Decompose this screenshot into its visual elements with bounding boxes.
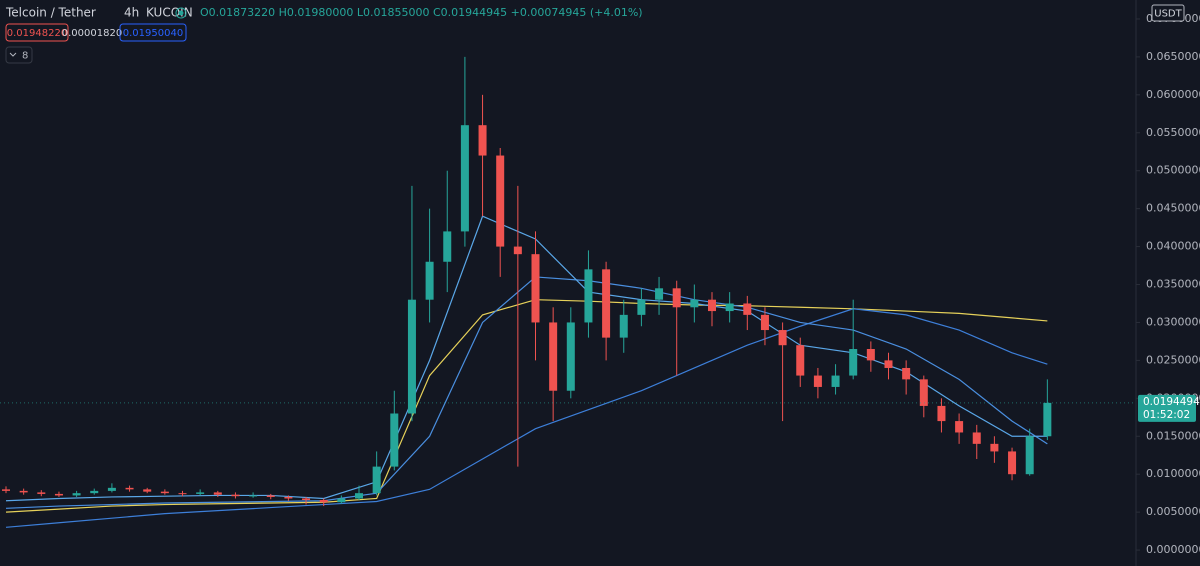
candle-body [831,375,840,387]
y-tick-label: 0.05000000 [1146,164,1200,177]
candle-body [655,288,664,300]
candle-body [337,498,346,503]
y-tick-label: 0.01000000 [1146,467,1200,480]
candle-body [602,269,611,338]
ohlc: O0.01873220 H0.01980000 L0.01855000 C0.0… [200,6,643,19]
y-tick-label: 0.05500000 [1146,126,1200,139]
candle-body [1008,451,1017,475]
last-price-tag: 0.0194494501:52:02 [0,394,1200,422]
y-tick-label: 0.00000000 [1146,543,1200,556]
candle-body [125,487,134,490]
candle-body [19,490,28,493]
y-tick-label: 0.01500000 [1146,429,1200,442]
candle-body [178,493,187,495]
currency-badge[interactable] [1151,4,1185,22]
price-axis: 0.00000000 0.00500000 0.01000000 0.01500000… [1136,12,1200,556]
countdown: 01:52:02 [1143,409,1190,421]
candle-body [955,421,964,433]
y-tick-label: 0.04000000 [1146,240,1200,253]
spread: 0.00001820 [62,28,122,39]
candle-body [902,367,911,380]
candle-body [496,155,505,247]
exchange: KUCOIN [146,6,193,20]
candle-body [196,492,205,494]
candle-body [531,254,540,323]
interval[interactable]: 4h [124,6,139,20]
candle-body [407,299,416,414]
candle-body [796,345,805,376]
candle-body [319,499,328,503]
candle-body [478,125,487,156]
candle-body [284,496,293,499]
candle-body [760,314,769,331]
y-tick-label: 0.04500000 [1146,202,1200,215]
candle-body [390,413,399,467]
last-price: 0.01944945 [1143,396,1200,408]
candle-body [690,299,699,308]
candle-body [2,489,10,491]
last-price-box [1138,394,1196,422]
moving-average [5,308,1048,528]
chevron [9,52,17,57]
candle-body [213,492,222,495]
candle-body [619,314,628,338]
y-tick-label: 0.03000000 [1146,315,1200,328]
candle-body [566,322,575,391]
plot [2,56,1052,528]
candle-body [355,493,363,499]
candle-body [160,491,169,494]
candle-body [708,299,716,312]
candle-body [249,495,258,497]
symbol[interactable]: Telcoin / Tether [5,6,96,20]
status-icon [175,7,187,19]
bid: 0.01948220 [7,28,67,39]
candle-body [672,288,681,308]
candle-body [425,261,434,300]
y-tick-label: 0.06500000 [1146,50,1200,63]
y-tick-label: 0.03500000 [1146,278,1200,291]
y-tick-label: 0.00500000 [1146,505,1200,518]
candle-body [1043,402,1052,437]
candle-body [372,466,381,494]
candle-body [90,490,99,494]
ask-box[interactable] [119,23,187,42]
candle-body [266,495,275,497]
status-dot [178,10,184,16]
candle-body [937,405,946,422]
indicators-toggle[interactable] [5,46,33,64]
candle-body [778,330,787,346]
candle-body [37,492,46,494]
candle-body [54,493,63,496]
candle-body [107,487,116,491]
candle-body [460,125,469,232]
y-tick-label: 0.02500000 [1146,353,1200,366]
candle-body [919,379,928,406]
candle-body [1025,436,1034,475]
indicators-count: 8 [22,51,28,62]
candle-body [866,349,875,361]
candle-body [743,303,752,315]
candle-body [302,498,311,500]
candle-body [231,494,240,497]
candle-body [443,231,452,262]
candle-body [584,269,593,323]
candle-body [143,489,152,492]
candle-body [884,360,893,368]
ask: 0.01950040 [123,28,183,39]
candle-body [849,349,858,376]
candle-body [72,493,81,496]
y-tick-label: 0.06000000 [1146,88,1200,101]
candle-body [513,246,522,255]
bid-box[interactable] [5,23,69,42]
candle-body [813,375,822,387]
candle-body [725,303,734,312]
candle-body [637,299,646,315]
currency: USDT [1154,9,1182,20]
candle-body [549,322,558,391]
candle-body [972,432,981,444]
candle-body [990,443,999,452]
